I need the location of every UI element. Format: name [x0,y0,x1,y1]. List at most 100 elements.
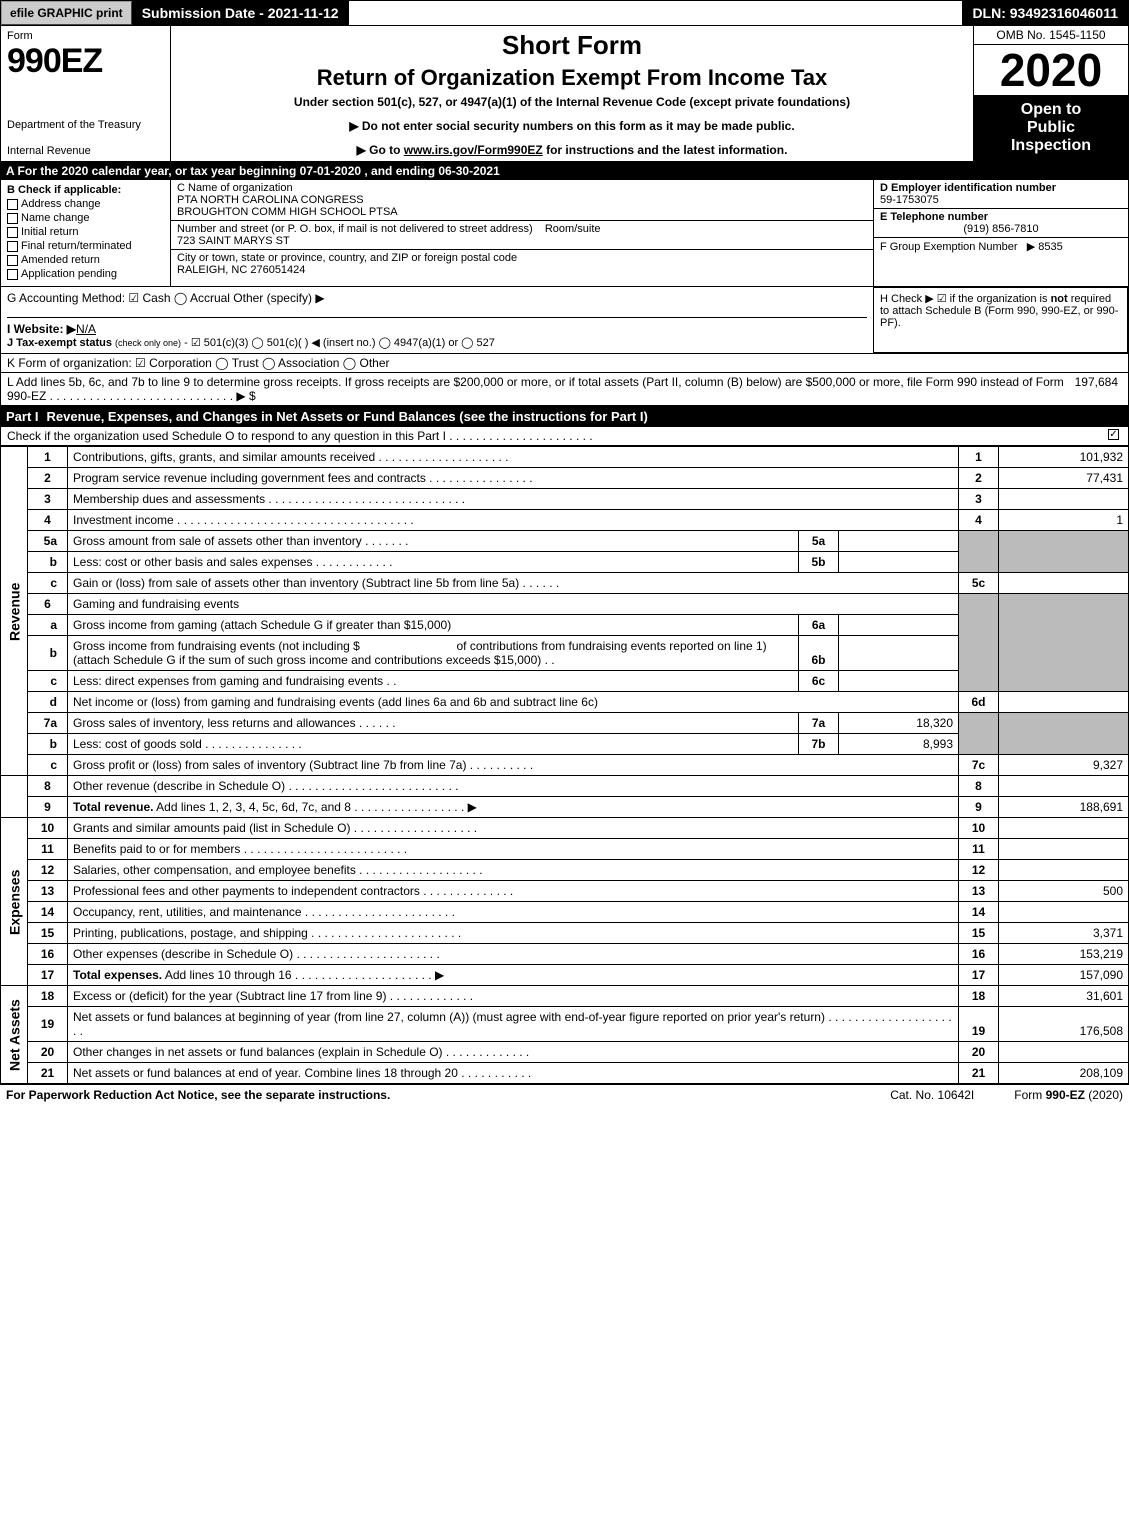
part1-label: Part I [6,409,47,424]
ln-19: 19 [28,1007,68,1042]
desc-4: Investment income . . . . . . . . . . . … [68,510,959,531]
no-5c: 5c [959,573,999,594]
row-21: 21Net assets or fund balances at end of … [1,1063,1129,1084]
val-15: 3,371 [999,923,1129,944]
row-7c: c Gross profit or (loss) from sales of i… [1,755,1129,776]
return-title: Return of Organization Exempt From Incom… [177,65,967,91]
revenue-table: Revenue 1 Contributions, gifts, grants, … [0,446,1129,1084]
short-form-title: Short Form [177,30,967,61]
desc-18: Excess or (deficit) for the year (Subtra… [68,986,959,1007]
desc-8: Other revenue (describe in Schedule O) .… [68,776,959,797]
no-12: 12 [959,860,999,881]
row-8: 8 Other revenue (describe in Schedule O)… [1,776,1129,797]
footer-right: Form 990-EZ (2020) [1014,1088,1123,1102]
internal-revenue: Internal Revenue [7,145,164,157]
f-label: F Group Exemption Number [880,241,1018,253]
part1-checkbox[interactable]: ✓ [1108,429,1119,440]
row-16: 16Other expenses (describe in Schedule O… [1,944,1129,965]
chk-final-return[interactable]: Final return/terminated [7,240,164,252]
desc-5c: Gain or (loss) from sale of assets other… [68,573,959,594]
shadeval-7ab [999,713,1129,755]
no-ssn-notice: ▶ Do not enter social security numbers o… [177,119,967,133]
no-7c: 7c [959,755,999,776]
midval-7a: 18,320 [839,713,959,734]
row-3: 3 Membership dues and assessments . . . … [1,489,1129,510]
chk-amended-return[interactable]: Amended return [7,254,164,266]
val-6d [999,692,1129,713]
ln-20: 20 [28,1042,68,1063]
row-11: 11Benefits paid to or for members . . . … [1,839,1129,860]
no-20: 20 [959,1042,999,1063]
ln-21: 21 [28,1063,68,1084]
ln-2: 2 [28,468,68,489]
tax-year: 2020 [974,45,1128,95]
desc-6: Gaming and fundraising events [68,594,959,615]
row-19: 19Net assets or fund balances at beginni… [1,1007,1129,1042]
no-8: 8 [959,776,999,797]
row-g-left: G Accounting Method: ☑ Cash ◯ Accrual Ot… [7,291,867,349]
no-14: 14 [959,902,999,923]
box-e: E Telephone number (919) 856-7810 [874,209,1128,238]
part1-sub: Check if the organization used Schedule … [0,427,1129,446]
row-9: 9 Total revenue. Add lines 1, 2, 3, 4, 5… [1,797,1129,818]
ln-7c: c [28,755,68,776]
ln-17: 17 [28,965,68,986]
h-not: not [1051,293,1068,305]
chk-application-pending[interactable]: Application pending [7,268,164,280]
chk-address-change[interactable]: Address change [7,198,164,210]
ln-14: 14 [28,902,68,923]
mid-6a: 6a [799,615,839,636]
org-name-2: BROUGHTON COMM HIGH SCHOOL PTSA [177,206,867,218]
val-8 [999,776,1129,797]
ln-8: 8 [28,776,68,797]
val-5c [999,573,1129,594]
part1-header: Part I Revenue, Expenses, and Changes in… [0,406,1129,427]
ln-6a: a [28,615,68,636]
row-17: 17Total expenses. Add lines 10 through 1… [1,965,1129,986]
ln-5b: b [28,552,68,573]
row-12: 12Salaries, other compensation, and empl… [1,860,1129,881]
ln-5c: c [28,573,68,594]
desc-20: Other changes in net assets or fund bala… [68,1042,959,1063]
row-15: 15Printing, publications, postage, and s… [1,923,1129,944]
desc-17: Total expenses. Add lines 10 through 16 … [68,965,959,986]
ln-9: 9 [28,797,68,818]
no-9: 9 [959,797,999,818]
desc-15: Printing, publications, postage, and shi… [68,923,959,944]
org-name-1: PTA NORTH CAROLINA CONGRESS [177,194,867,206]
no-18: 18 [959,986,999,1007]
val-1: 101,932 [999,447,1129,468]
mid-6b: 6b [799,636,839,671]
ln-1: 1 [28,447,68,468]
row-5c: c Gain or (loss) from sale of assets oth… [1,573,1129,594]
desc-11: Benefits paid to or for members . . . . … [68,839,959,860]
expenses-side-label: Expenses [1,818,28,986]
ln-11: 11 [28,839,68,860]
desc-21: Net assets or fund balances at end of ye… [68,1063,959,1084]
row-5a: 5a Gross amount from sale of assets othe… [1,531,1129,552]
revenue-side-label: Revenue [1,447,28,776]
c-label: C Name of organization [177,182,867,194]
desc-12: Salaries, other compensation, and employ… [68,860,959,881]
val-20 [999,1042,1129,1063]
val-19: 176,508 [999,1007,1129,1042]
line-l: L Add lines 5b, 6c, and 7b to line 9 to … [0,373,1129,406]
mid-6c: 6c [799,671,839,692]
no-2: 2 [959,468,999,489]
chk-name-change[interactable]: Name change [7,212,164,224]
page-footer: For Paperwork Reduction Act Notice, see … [0,1084,1129,1105]
line-j: J Tax-exempt status (check only one) - ☑… [7,336,867,349]
efile-print-button[interactable]: efile GRAPHIC print [1,1,132,25]
midval-5b [839,552,959,573]
open-line3: Inspection [976,137,1126,155]
row-20: 20Other changes in net assets or fund ba… [1,1042,1129,1063]
goto-link[interactable]: www.irs.gov/Form990EZ [404,143,543,157]
footer-left: For Paperwork Reduction Act Notice, see … [6,1088,850,1102]
room-label: Room/suite [545,223,601,235]
row-2: 2 Program service revenue including gove… [1,468,1129,489]
dln-number: DLN: 93492316046011 [962,1,1128,25]
midval-7b: 8,993 [839,734,959,755]
ln-4: 4 [28,510,68,531]
f-value: ▶ 8535 [1027,241,1063,253]
chk-initial-return[interactable]: Initial return [7,226,164,238]
